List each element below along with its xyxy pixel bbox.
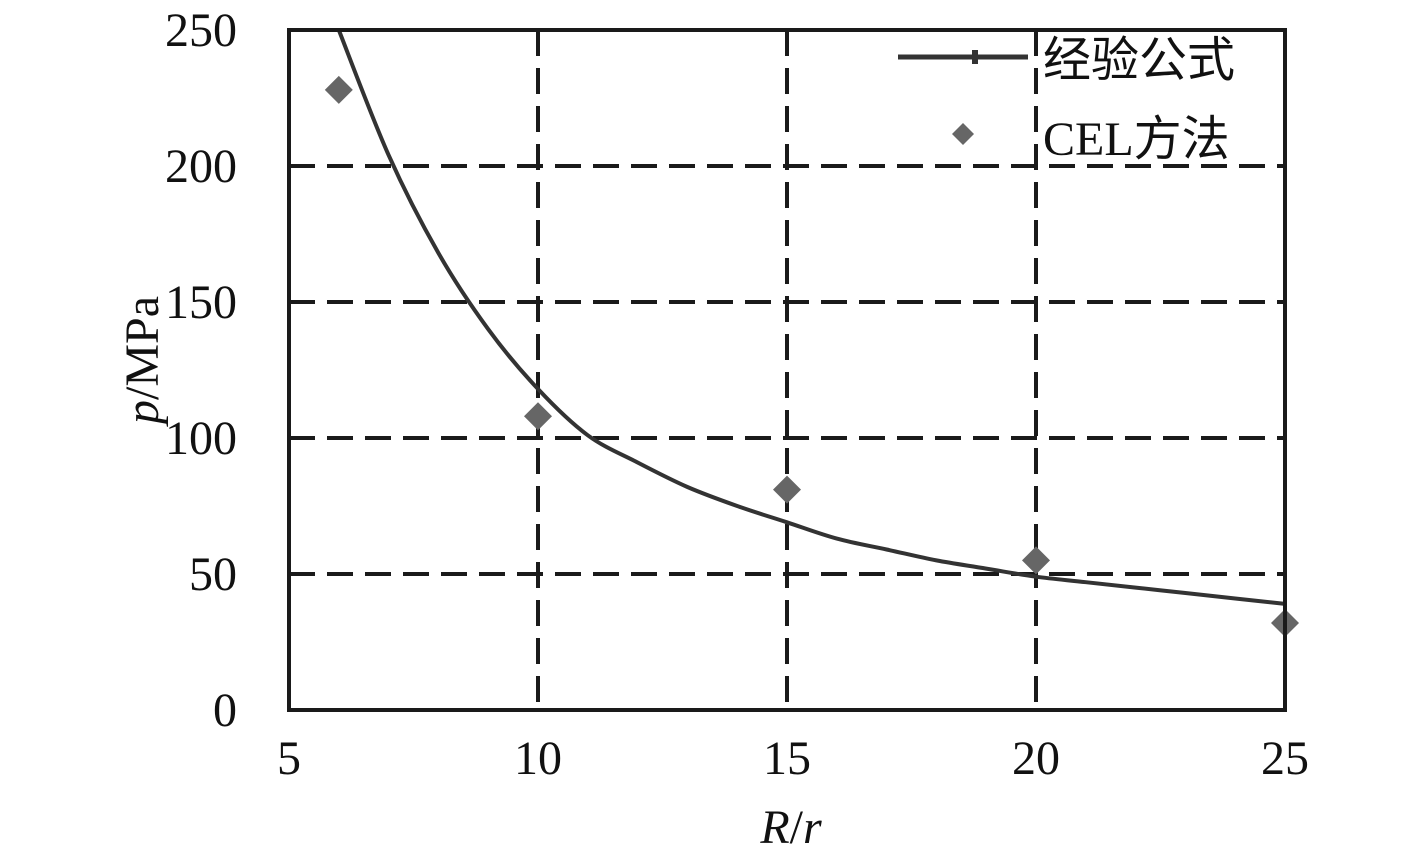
- x-tick-label: 15: [763, 732, 811, 785]
- plot-frame: [287, 28, 1287, 712]
- legend: 经验公式 CEL方法: [898, 34, 1235, 166]
- legend-label-empirical-formula: 经验公式: [1043, 34, 1235, 87]
- y-tick-labels: 0 50 100 150 200 250: [165, 4, 237, 737]
- y-tick-label: 50: [189, 548, 237, 601]
- y-tick-label: 100: [165, 412, 237, 465]
- legend-line-tick: [972, 50, 978, 64]
- x-tick-label: 25: [1261, 732, 1309, 785]
- x-tick-label: 5: [277, 732, 301, 785]
- grid: [289, 30, 1285, 710]
- y-tick-label: 250: [165, 4, 237, 57]
- x-axis-label: R/r: [759, 801, 822, 853]
- series-empirical-formula: [336, 29, 1286, 606]
- x-tick-label: 20: [1012, 732, 1060, 785]
- legend-marker-swatch: [952, 123, 974, 145]
- x-tick-labels: 5 10 15 20 25: [277, 732, 1309, 785]
- y-tick-label: 0: [213, 684, 237, 737]
- series-cel-method: [324, 75, 1299, 637]
- x-tick-label: 10: [514, 732, 562, 785]
- cel-method-point: [524, 402, 552, 431]
- y-axis-label: p/MPa: [116, 296, 169, 427]
- cel-method-point: [1022, 546, 1050, 575]
- empirical-formula-curve: [336, 29, 1286, 606]
- legend-label-cel-method: CEL方法: [1043, 113, 1230, 166]
- cel-method-point: [773, 475, 801, 504]
- y-tick-label: 200: [165, 140, 237, 193]
- y-tick-label: 150: [165, 276, 237, 329]
- cel-method-point: [324, 75, 353, 104]
